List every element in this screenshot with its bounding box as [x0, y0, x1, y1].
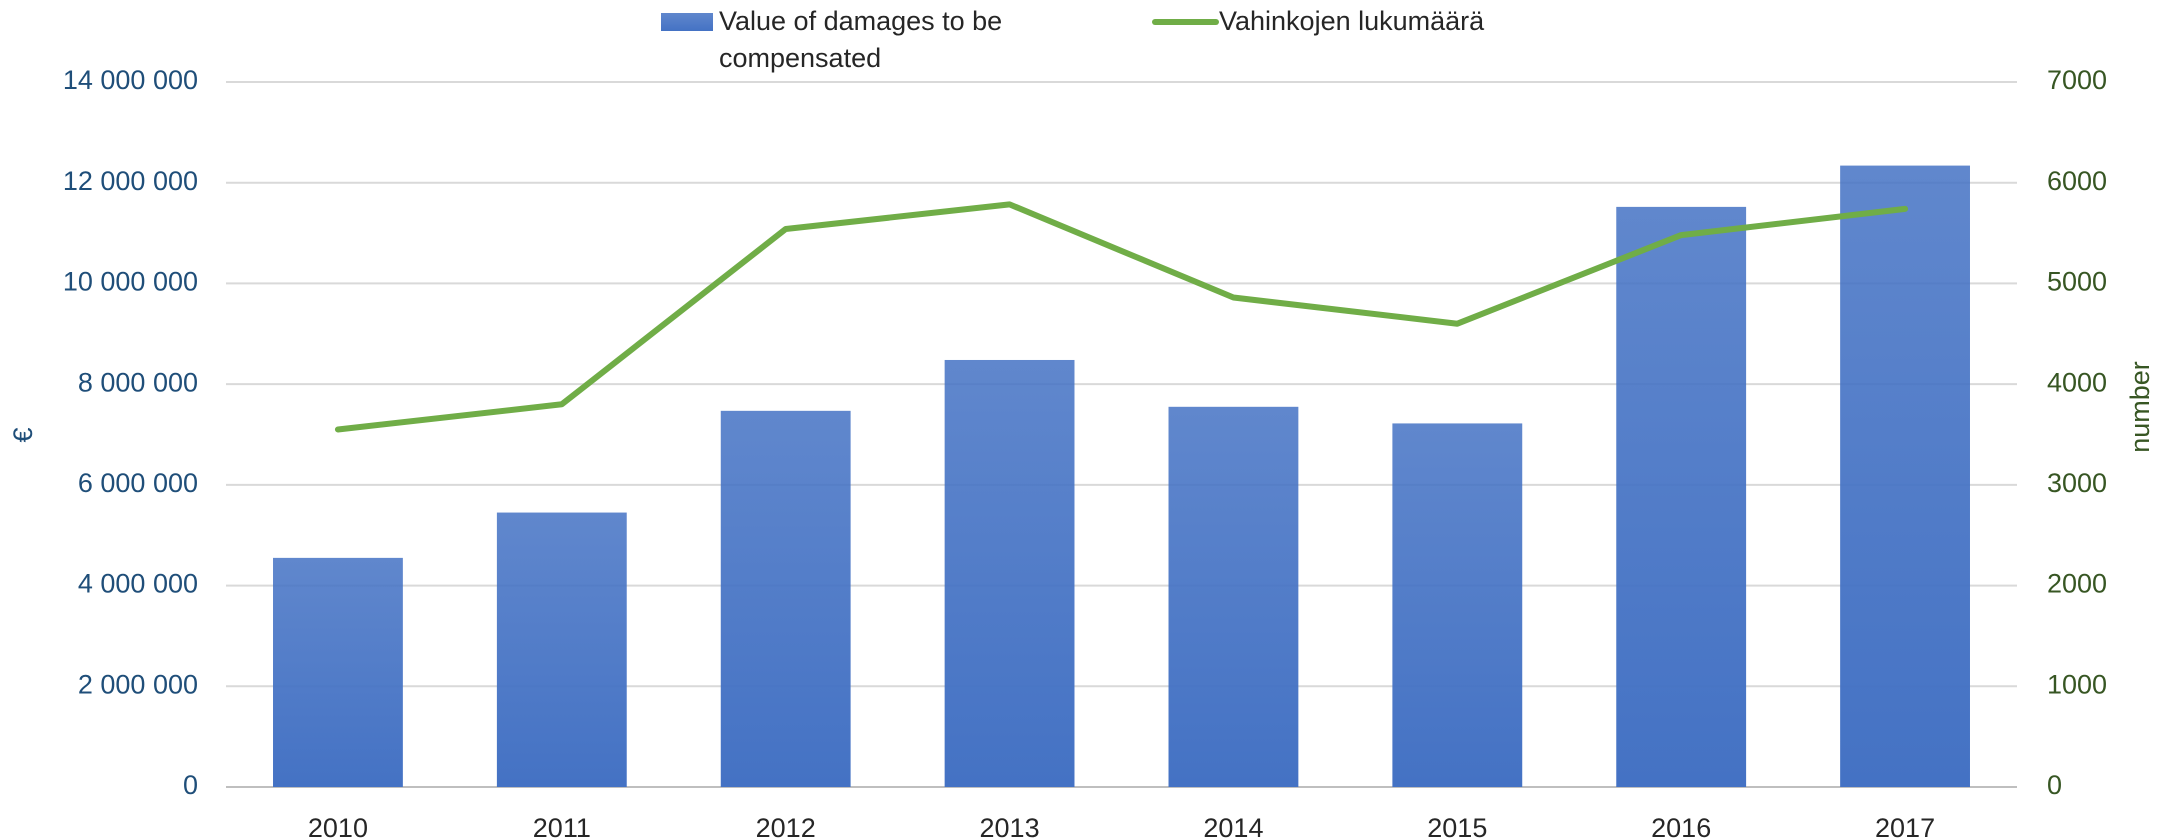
legend-swatch: [661, 13, 713, 31]
x-tick-label: 2014: [1203, 813, 1263, 839]
bar: [944, 359, 1075, 787]
y2-tick-label: 0: [2047, 770, 2062, 800]
y-tick-label: 14 000 000: [63, 65, 198, 95]
bar: [1840, 165, 1970, 788]
legend-label: Vahinkojen lukumäärä: [1219, 6, 1485, 36]
line: [334, 201, 1909, 433]
y-tick-label: 12 000 000: [63, 166, 198, 196]
y2-axis-label: number: [2125, 361, 2155, 453]
y-tick-label: 0: [183, 770, 198, 800]
y2-tick-label: 6000: [2047, 166, 2107, 196]
y2-tick-label: 2000: [2047, 569, 2107, 599]
bar: [1616, 206, 1747, 787]
y-tick-label: 2 000 000: [78, 669, 198, 699]
y2-tick-label: 3000: [2047, 468, 2107, 498]
legend-label: Value of damages to be compensated: [719, 6, 1003, 73]
y-tick-label: 10 000 000: [63, 267, 198, 297]
x-tick-label: 2017: [1875, 813, 1935, 839]
y2-tick-label: 4000: [2047, 367, 2107, 397]
bar: [1168, 406, 1299, 787]
x-tick-label: 2013: [980, 813, 1040, 839]
x-tick-label: 2011: [533, 813, 591, 839]
bar: [273, 557, 403, 787]
y2-tick-label: 1000: [2047, 669, 2107, 699]
x-tick-label: 2012: [756, 813, 816, 839]
bar: [720, 410, 851, 787]
x-tick-label: 2015: [1427, 813, 1487, 839]
y-tick-label: 8 000 000: [78, 367, 198, 397]
y-tick-label: 4 000 000: [78, 569, 198, 599]
x-tick-label: 2016: [1651, 813, 1711, 839]
y-axis-label: €: [8, 427, 38, 442]
x-tick-label: 2010: [308, 813, 368, 839]
bar: [496, 512, 627, 787]
y-tick-label: 6 000 000: [78, 468, 198, 498]
y2-tick-label: 7000: [2047, 65, 2107, 95]
bar: [1392, 423, 1523, 787]
y2-tick-label: 5000: [2047, 267, 2107, 297]
